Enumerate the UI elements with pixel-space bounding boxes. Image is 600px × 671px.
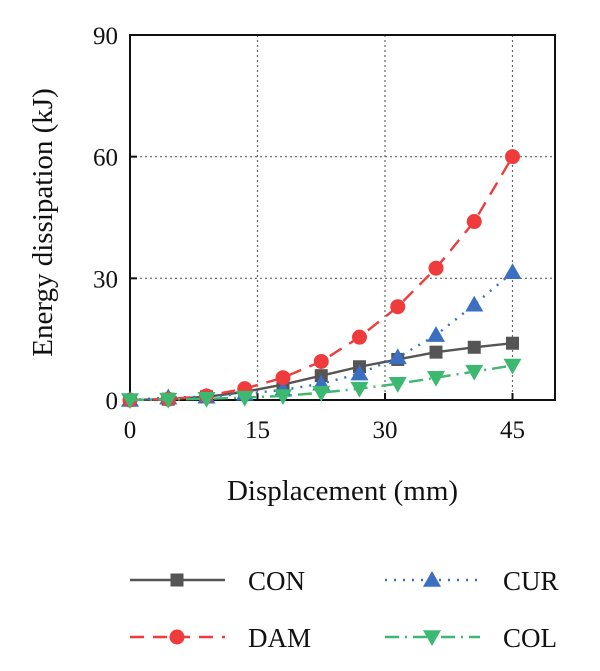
data-point-dam [466,214,482,230]
data-point-con [429,345,443,359]
data-point-cur [503,263,522,279]
y-tick-label: 90 [93,23,118,50]
data-point-col [503,358,522,375]
series-group [121,149,522,409]
data-point-dam [428,260,444,276]
data-point-col [274,389,292,405]
legend-item-col: COL [385,623,557,653]
x-tick-label: 15 [245,417,270,444]
data-point-con [467,340,481,354]
legend-item-cur: CUR [385,566,559,596]
x-tick-label: 45 [500,417,525,444]
x-axis-label: Displacement (mm) [227,475,458,507]
y-tick-label: 60 [93,145,118,172]
data-point-col [235,390,254,407]
legend-item-con: CON [130,566,305,596]
legend: CON CUR DAM COL [130,566,559,653]
data-point-col [465,364,484,381]
data-point-dam [313,353,329,369]
y-tick-label: 0 [106,388,119,415]
data-point-dam [390,299,406,315]
data-point-dam [275,370,291,386]
series-col [121,358,522,409]
data-point-col [121,393,139,409]
legend-marker [170,573,184,587]
series-line-cur [129,271,514,402]
data-point-cur [465,295,484,312]
data-point-dam [505,149,520,165]
legend-item-dam: DAM [130,623,311,653]
legend-label: CON [248,566,305,596]
legend-marker [169,629,185,645]
legend-marker [423,630,441,646]
legend-label: DAM [248,623,311,653]
data-point-col [388,377,407,393]
data-point-dam [352,329,367,345]
data-point-con [506,336,519,350]
legend-label: COL [503,623,557,653]
axis-ticks: 0 15 30 45 0 30 60 90 [93,23,525,444]
data-point-cur [388,348,407,365]
y-axis-label: Energy dissipation (kJ) [27,88,59,357]
data-point-col [350,381,369,398]
legend-label: CUR [503,566,559,596]
data-point-col [427,370,445,387]
data-point-col [312,385,331,402]
data-point-col [197,392,216,408]
series-line-col [129,364,513,402]
data-point-cur [427,326,445,342]
legend-marker [423,571,441,587]
x-tick-label: 30 [373,417,398,444]
y-tick-label: 30 [93,266,118,293]
series-cur [121,263,522,407]
plot-frame [129,34,556,401]
data-point-cur [350,364,369,381]
x-tick-label: 0 [124,417,137,444]
data-point-col [159,392,178,409]
